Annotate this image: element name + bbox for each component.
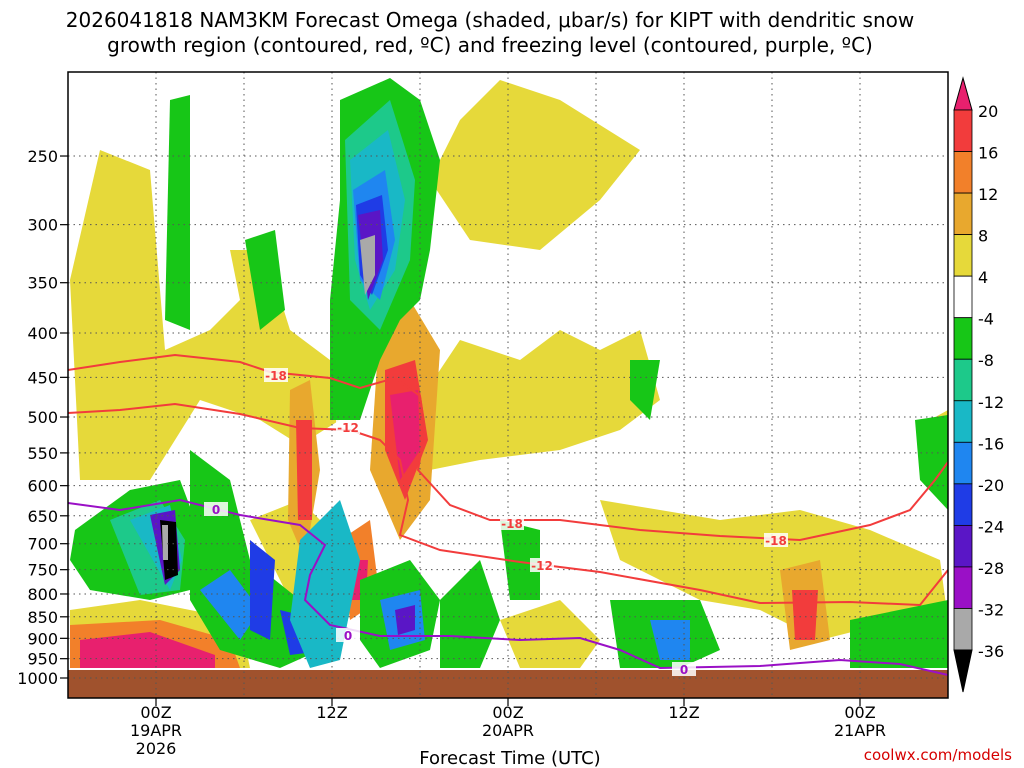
x-tick-label: 19APR: [130, 721, 182, 740]
y-axis: 250 300 350 400 450 500 550 600 650 700 750 800 850 9…: [17, 147, 68, 688]
chart-title-line2: growth region (contoured, red, ºC) and f…: [107, 33, 873, 57]
contour-label-bg: [336, 628, 360, 642]
colorbar-label: -16: [978, 434, 1004, 453]
colorbar: 20 16 12 8 4 -4 -8 -12 -16 -20 -24 -28 -32 -36: [953, 76, 1004, 693]
x-tick-label: 21APR: [834, 721, 886, 740]
y-tick-label: 900: [27, 629, 58, 648]
contour-label: -12: [531, 559, 553, 573]
colorbar-label: -20: [978, 476, 1004, 495]
temperature-contours: [68, 353, 948, 676]
colorbar-swatch: [953, 275, 973, 319]
colorbar-swatch: [953, 109, 973, 152]
contour-label: -18: [765, 534, 787, 548]
colorbar-swatch: [953, 608, 973, 651]
contour-purple-0: [68, 498, 948, 676]
y-tick-label: 800: [27, 585, 58, 604]
credit-text: coolwx.com/models: [864, 746, 1012, 764]
x-tick-label: 12Z: [316, 703, 347, 722]
contour-label: 0: [344, 629, 352, 643]
colorbar-label: 16: [978, 144, 998, 163]
colorbar-top-arrow: [953, 76, 973, 111]
y-tick-label: 350: [27, 274, 58, 293]
x-tick-label: 20APR: [482, 721, 534, 740]
contour-red-12: [68, 402, 948, 607]
y-tick-label: 500: [27, 408, 58, 427]
contour-label-bg: [500, 516, 524, 530]
y-tick-label: 700: [27, 535, 58, 554]
colorbar-swatch: [953, 524, 973, 568]
contour-label-bg: [336, 420, 360, 434]
contour-red-18: [68, 353, 948, 542]
x-tick-label: 00Z: [492, 703, 523, 722]
chart-title-line1: 2026041818 NAM3KM Forecast Omega (shaded…: [65, 8, 915, 32]
y-tick-label: 850: [27, 608, 58, 627]
colorbar-bottom-arrow: [953, 649, 973, 693]
y-tick-label: 600: [27, 477, 58, 496]
colorbar-label: 8: [978, 227, 988, 246]
colorbar-swatch: [953, 358, 973, 402]
colorbar-swatch: [953, 441, 973, 485]
contour-label-bg: [764, 533, 788, 547]
y-tick-label: 750: [27, 561, 58, 580]
colorbar-label: -32: [978, 600, 1004, 619]
y-tick-label: 1000: [17, 669, 58, 688]
x-tick-label: 00Z: [844, 703, 875, 722]
y-tick-label: 300: [27, 216, 58, 235]
contour-label: 0: [680, 663, 688, 677]
contour-label: -12: [337, 421, 359, 435]
colorbar-swatch: [953, 234, 973, 277]
x-tick-label: 00Z: [140, 703, 171, 722]
contour-labels: -18 -12 -18 -12 -18 0 0 0: [204, 368, 788, 677]
colorbar-swatch: [953, 566, 973, 609]
y-tick-label: 400: [27, 324, 58, 343]
colorbar-swatch: [953, 400, 973, 443]
omega-shading: [70, 78, 948, 668]
colorbar-swatch: [953, 151, 973, 194]
contour-label: -18: [265, 369, 287, 383]
contour-label-bg: [672, 662, 696, 676]
x-tick-label: 12Z: [668, 703, 699, 722]
colorbar-label: -24: [978, 517, 1004, 536]
contour-label: 0: [212, 503, 220, 517]
colorbar-label: -8: [978, 351, 994, 370]
contour-label: -18: [501, 517, 523, 531]
colorbar-label: 12: [978, 185, 998, 204]
y-tick-label: 650: [27, 507, 58, 526]
colorbar-label: 4: [978, 268, 988, 287]
contour-label-bg: [530, 558, 554, 572]
colorbar-swatch: [953, 483, 973, 526]
x-tick-label: 2026: [136, 739, 177, 758]
contour-label-bg: [204, 502, 228, 516]
x-axis-title: Forecast Time (UTC): [419, 748, 600, 768]
colorbar-label: -12: [978, 393, 1004, 412]
colorbar-swatch: [953, 317, 973, 360]
colorbar-label: 20: [978, 102, 998, 121]
contour-label-bg: [264, 368, 288, 382]
colorbar-swatch: [953, 192, 973, 236]
colorbar-label: -4: [978, 310, 994, 329]
colorbar-label: -28: [978, 559, 1004, 578]
colorbar-label: -36: [978, 642, 1004, 661]
y-tick-label: 450: [27, 368, 58, 387]
y-tick-label: 950: [27, 650, 58, 669]
y-tick-label: 250: [27, 147, 58, 166]
y-tick-label: 550: [27, 444, 58, 463]
